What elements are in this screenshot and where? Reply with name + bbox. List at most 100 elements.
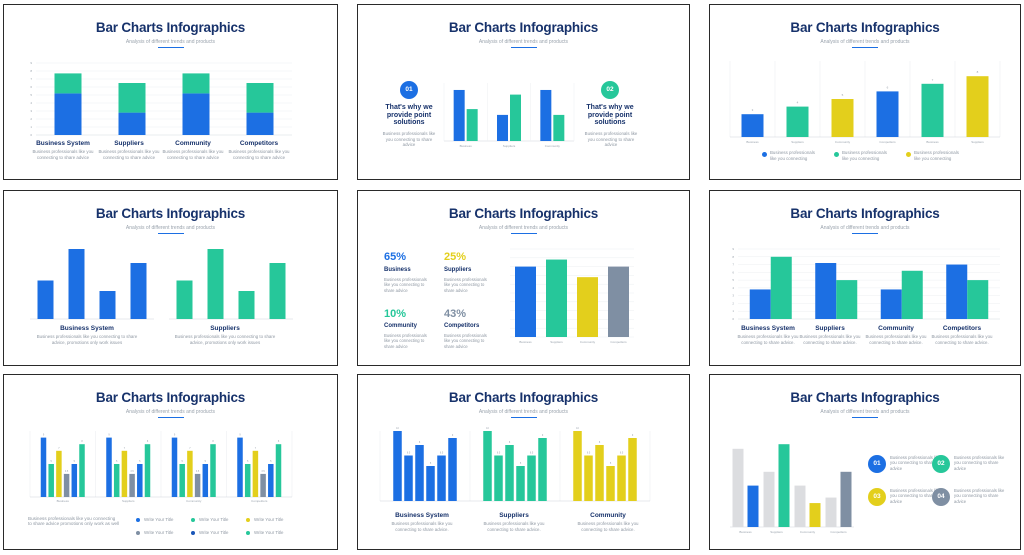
caption-1: Business System Business professionals l… (32, 325, 142, 345)
y-tick-label: 7 (732, 263, 734, 267)
slide-subtitle: Analysis of different trends and product… (478, 39, 569, 45)
chart-s5: Business Suppliers Community Competitors (510, 248, 634, 344)
desc-right: Business professionals like you connecti… (584, 131, 638, 148)
x-tick-label: Suppliers (503, 144, 516, 148)
x-tick-label: Suppliers (122, 499, 135, 503)
badge-01: 01 (868, 455, 886, 473)
bar (453, 89, 465, 141)
slide-title: Bar Charts Infographics (95, 20, 246, 35)
stat-desc-1: Business professionals like you connecti… (384, 277, 427, 293)
bar-blue (246, 112, 274, 135)
desc-left: Business professionals like you connecti… (382, 131, 436, 148)
caption-3: Community Business professionals like yo… (572, 512, 644, 532)
caption-title: Business System (60, 325, 114, 332)
data-label: 9 (108, 434, 110, 437)
slide-title: Bar Charts Infographics (95, 206, 246, 221)
slide-title: Bar Charts Infographics (448, 20, 599, 35)
bar (628, 438, 637, 501)
bar-teal (54, 73, 82, 94)
caption-title: Business System (741, 325, 795, 332)
slide-4[interactable]: Bar Charts Infographics Analysis of diff… (3, 190, 338, 366)
data-label: 10 (576, 427, 579, 430)
data-label: 6.5 (407, 452, 411, 455)
y-tick-label: 3 (732, 294, 734, 298)
caption-desc: Business professionals like you connecti… (391, 521, 453, 532)
legend-dot (834, 152, 839, 157)
y-tick-label: 8 (732, 255, 734, 259)
data-label: 9 (452, 434, 454, 437)
legend-dot (762, 152, 767, 157)
slide-5[interactable]: Bar Charts Infographics Analysis of diff… (357, 190, 690, 366)
x-tick-label: Business (519, 340, 532, 344)
bar (404, 455, 413, 501)
bar (515, 266, 536, 337)
bar (540, 89, 552, 141)
slide-subtitle: Analysis of different trends and product… (125, 39, 216, 45)
slide-2[interactable]: Bar Charts Infographics Analysis of diff… (357, 4, 690, 180)
bar (831, 99, 854, 137)
caption-desc: Business professionals like you connecti… (36, 334, 138, 345)
bar (144, 444, 151, 497)
data-label: 3 (752, 108, 754, 112)
slide-8[interactable]: Bar Charts Infographics Analysis of diff… (357, 374, 690, 550)
bar (763, 471, 775, 527)
slide-title: Bar Charts Infographics (95, 390, 246, 405)
bar (415, 445, 424, 501)
slide-subtitle: Analysis of different trends and product… (820, 225, 910, 231)
bar (794, 485, 806, 527)
data-label: 10 (396, 427, 399, 430)
bar-blue (118, 112, 146, 135)
y-tick-label: 6 (30, 85, 32, 89)
stat-desc-4: Business professionals like you connecti… (444, 333, 487, 349)
bar (275, 444, 282, 497)
caption-desc: Business professionals like you connecti… (174, 334, 276, 345)
data-label: 8 (509, 441, 511, 444)
legend-dot (191, 518, 195, 522)
stat-value-2: 25% (444, 251, 467, 263)
slide-3[interactable]: Bar Charts Infographics Analysis of diff… (709, 4, 1021, 180)
legend-dot (191, 531, 195, 535)
caption-1: Business System Business professionals l… (732, 325, 804, 345)
badge-desc-2: Business professionals like you connecti… (954, 455, 1005, 471)
bar (268, 464, 274, 497)
title-underline (852, 47, 878, 49)
badge-01: 01 (400, 81, 418, 99)
bar (40, 437, 47, 497)
slide-7[interactable]: Bar Charts Infographics Analysis of diff… (3, 374, 338, 550)
bar-blue (182, 93, 210, 135)
bar (494, 455, 503, 501)
data-label: 7 (58, 447, 60, 450)
x-tick-label: Competitors (251, 499, 268, 503)
bar (527, 455, 536, 501)
bar (113, 464, 120, 497)
legend-text: Write Your Title (199, 517, 229, 522)
bar (483, 431, 492, 501)
data-label: 7 (255, 447, 257, 450)
title-underline (852, 233, 878, 235)
y-tick-label: 9 (732, 247, 734, 251)
data-label: 5 (842, 93, 844, 97)
data-label: 5 (247, 460, 249, 463)
slide-subtitle: Analysis of different trends and product… (125, 409, 216, 415)
data-label: 9 (239, 434, 241, 437)
chart-s3: 3 Business 4 Suppliers 5 Community 6 Competitor… (729, 61, 1001, 144)
slide-1[interactable]: Bar Charts Infographics Analysis of diff… (3, 4, 338, 180)
footnote: Business professionals like you connecti… (28, 516, 120, 527)
x-tick-label: Suppliers (971, 140, 984, 144)
data-label: 3.5 (261, 470, 265, 473)
slide-subtitle: Analysis of different trends and product… (478, 409, 569, 415)
bar-teal (118, 83, 146, 113)
bar (393, 431, 402, 501)
caption-title: Community (590, 512, 626, 519)
bar (538, 438, 547, 501)
slide-subtitle: Analysis of different trends and product… (125, 225, 216, 231)
headline-right: That's why we provide point solutions (586, 104, 634, 127)
slide-9[interactable]: Bar Charts Infographics Analysis of diff… (709, 374, 1021, 550)
slide-6[interactable]: Bar Charts Infographics Analysis of diff… (709, 190, 1021, 366)
data-label: 8 (977, 70, 979, 74)
bar (840, 471, 852, 527)
data-label: 8 (278, 440, 280, 443)
bar (921, 83, 944, 137)
slide-subtitle: Analysis of different trends and product… (478, 225, 569, 231)
title-underline (157, 417, 184, 419)
